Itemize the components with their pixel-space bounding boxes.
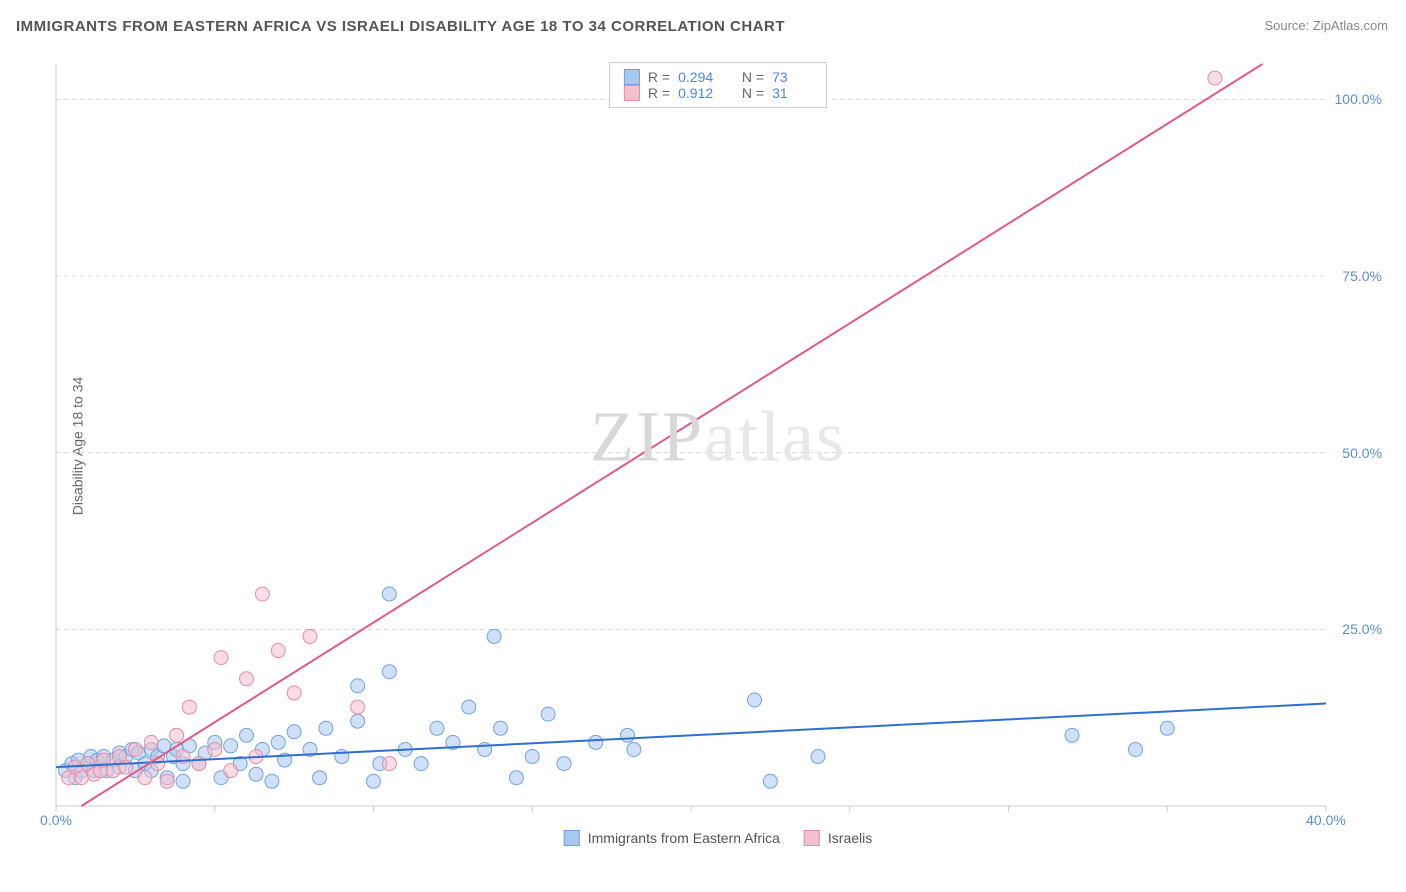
scatter-point <box>430 721 444 735</box>
scatter-point <box>182 700 196 714</box>
scatter-point <box>208 742 222 756</box>
scatter-point <box>240 672 254 686</box>
y-tick-label: 100.0% <box>1335 91 1382 107</box>
plot-area: ZIPatlas R = 0.294 N = 73R = 0.912 N = 3… <box>50 58 1386 848</box>
scatter-point <box>541 707 555 721</box>
legend-swatch-icon <box>804 830 820 846</box>
series-legend: Immigrants from Eastern Africa Israelis <box>564 830 873 846</box>
stat-r-value: 0.294 <box>678 69 718 85</box>
stat-r-label: R = <box>648 85 670 101</box>
scatter-point <box>106 764 120 778</box>
scatter-point <box>313 771 327 785</box>
scatter-point <box>494 721 508 735</box>
stat-n-value: 31 <box>772 85 812 101</box>
legend-swatch-icon <box>624 69 640 85</box>
stat-n-label: N = <box>742 85 764 101</box>
x-tick-label: 0.0% <box>40 812 72 828</box>
scatter-point <box>192 757 206 771</box>
scatter-point <box>119 760 133 774</box>
legend-item: Israelis <box>804 830 872 846</box>
scatter-point <box>1208 71 1222 85</box>
scatter-point <box>367 774 381 788</box>
trend-line <box>81 64 1262 806</box>
scatter-point <box>249 767 263 781</box>
y-tick-label: 50.0% <box>1342 445 1382 461</box>
scatter-point <box>351 714 365 728</box>
scatter-point <box>382 587 396 601</box>
source-label: Source: ZipAtlas.com <box>1264 18 1388 33</box>
legend-label: Immigrants from Eastern Africa <box>588 830 780 846</box>
scatter-point <box>509 771 523 785</box>
legend-stat-row: R = 0.294 N = 73 <box>624 69 812 85</box>
scatter-point <box>144 735 158 749</box>
scatter-point <box>1129 742 1143 756</box>
scatter-point <box>748 693 762 707</box>
legend-item: Immigrants from Eastern Africa <box>564 830 780 846</box>
scatter-point <box>240 728 254 742</box>
scatter-point <box>382 665 396 679</box>
scatter-point <box>811 750 825 764</box>
scatter-point <box>224 739 238 753</box>
stat-n-value: 73 <box>772 69 812 85</box>
correlation-legend: R = 0.294 N = 73R = 0.912 N = 31 <box>609 62 827 108</box>
stat-r-value: 0.912 <box>678 85 718 101</box>
scatter-point <box>382 757 396 771</box>
x-tick-label: 40.0% <box>1306 812 1346 828</box>
scatter-point <box>170 728 184 742</box>
scatter-point <box>414 757 428 771</box>
scatter-point <box>287 725 301 739</box>
scatter-point <box>557 757 571 771</box>
scatter-point <box>351 700 365 714</box>
scatter-point <box>176 774 190 788</box>
scatter-point <box>255 587 269 601</box>
scatter-point <box>487 629 501 643</box>
scatter-point <box>214 651 228 665</box>
scatter-point <box>525 750 539 764</box>
legend-label: Israelis <box>828 830 872 846</box>
scatter-point <box>303 629 317 643</box>
legend-stat-row: R = 0.912 N = 31 <box>624 85 812 101</box>
scatter-point <box>627 742 641 756</box>
legend-swatch-icon <box>624 85 640 101</box>
scatter-point <box>1065 728 1079 742</box>
scatter-point <box>1160 721 1174 735</box>
stat-n-label: N = <box>742 69 764 85</box>
scatter-point <box>224 764 238 778</box>
scatter-point <box>351 679 365 693</box>
chart-title: IMMIGRANTS FROM EASTERN AFRICA VS ISRAEL… <box>16 18 785 35</box>
scatter-point <box>621 728 635 742</box>
scatter-point <box>160 774 174 788</box>
scatter-point <box>265 774 279 788</box>
legend-swatch-icon <box>564 830 580 846</box>
stat-r-label: R = <box>648 69 670 85</box>
scatter-point <box>589 735 603 749</box>
scatter-point <box>462 700 476 714</box>
scatter-point <box>319 721 333 735</box>
scatter-point <box>128 742 142 756</box>
scatter-point <box>138 771 152 785</box>
scatter-point <box>287 686 301 700</box>
y-tick-label: 75.0% <box>1342 268 1382 284</box>
y-tick-label: 25.0% <box>1342 621 1382 637</box>
scatter-point <box>763 774 777 788</box>
scatter-point <box>271 735 285 749</box>
scatter-point <box>74 771 88 785</box>
scatter-point <box>271 644 285 658</box>
chart-svg <box>50 58 1386 848</box>
